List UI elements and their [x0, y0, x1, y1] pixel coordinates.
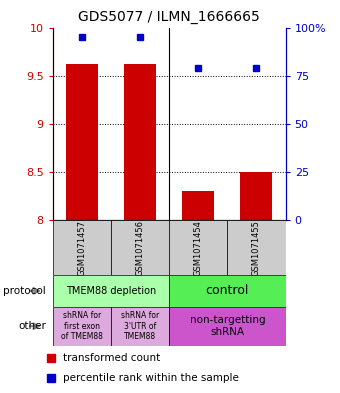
Text: other: other — [18, 321, 46, 331]
Bar — [53, 220, 111, 275]
Text: GSM1071455: GSM1071455 — [252, 220, 261, 275]
Text: control: control — [206, 284, 249, 298]
Text: non-targetting
shRNA: non-targetting shRNA — [190, 316, 265, 337]
Bar — [66, 64, 98, 220]
Text: protocol: protocol — [3, 286, 46, 296]
Bar — [227, 220, 286, 275]
Bar — [240, 172, 272, 220]
Bar — [169, 275, 286, 307]
Bar — [182, 191, 214, 220]
Title: GDS5077 / ILMN_1666665: GDS5077 / ILMN_1666665 — [78, 10, 260, 24]
Bar — [169, 220, 227, 275]
Text: shRNA for
3'UTR of
TMEM88: shRNA for 3'UTR of TMEM88 — [121, 311, 159, 341]
Bar — [111, 220, 169, 275]
Text: GSM1071454: GSM1071454 — [194, 220, 203, 275]
Bar — [53, 307, 111, 346]
Text: TMEM88 depletion: TMEM88 depletion — [66, 286, 156, 296]
Text: GSM1071457: GSM1071457 — [77, 220, 86, 275]
Bar — [111, 307, 169, 346]
Bar — [53, 275, 169, 307]
Text: GSM1071456: GSM1071456 — [136, 220, 144, 275]
Bar — [169, 307, 286, 346]
Bar — [124, 64, 156, 220]
Text: shRNA for
first exon
of TMEM88: shRNA for first exon of TMEM88 — [61, 311, 103, 341]
Text: transformed count: transformed count — [63, 353, 160, 363]
Text: percentile rank within the sample: percentile rank within the sample — [63, 373, 239, 383]
